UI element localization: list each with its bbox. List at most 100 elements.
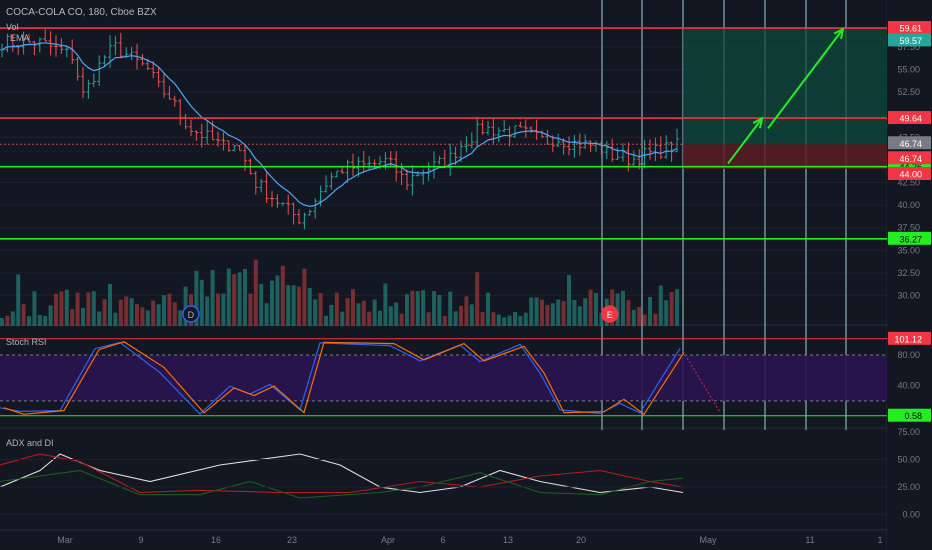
volume-bar <box>453 311 458 326</box>
volume-bar <box>205 296 210 326</box>
arrow-shaft <box>727 117 763 165</box>
price-tick: 40.00 <box>897 200 920 210</box>
volume-bar <box>637 307 642 326</box>
volume-bar <box>124 296 129 326</box>
volume-bar <box>302 268 307 326</box>
volume-bar <box>226 268 231 326</box>
adx-pane <box>0 453 887 515</box>
stoch-tick: 80.00 <box>897 350 920 360</box>
volume-bar <box>70 309 75 326</box>
price-tick: 30.00 <box>897 290 920 300</box>
volume-bar <box>275 275 280 326</box>
volume-bar <box>405 294 409 326</box>
volume-bar <box>410 290 415 326</box>
stoch-tick: 40.00 <box>897 381 920 391</box>
ema-path <box>1 42 678 208</box>
horizontal-levels[interactable] <box>0 27 887 240</box>
volume-bar <box>108 283 112 326</box>
position-tool[interactable] <box>683 28 887 169</box>
volume-bar <box>378 310 382 326</box>
volume-bar <box>167 293 172 326</box>
volume-bar <box>248 293 253 326</box>
level-badge: 36.27 <box>899 234 922 244</box>
volume-bar <box>232 274 237 326</box>
target-badge: 59.57 <box>899 36 922 46</box>
volume-bar <box>442 315 447 326</box>
volume-bar <box>0 317 4 326</box>
volume-bar <box>253 259 258 326</box>
volume-bar <box>27 316 31 326</box>
projection-arrows[interactable] <box>727 27 845 165</box>
target-badge-bg <box>888 33 931 47</box>
volume-bar <box>356 303 361 326</box>
volume-bar <box>210 270 215 326</box>
last-price-badge-bg <box>888 151 931 165</box>
volume-bar <box>583 298 588 326</box>
di-minus-line <box>0 453 684 494</box>
volume-bar <box>658 285 663 326</box>
volume-bar <box>97 311 102 326</box>
event-marker <box>182 305 200 323</box>
volume-bar <box>313 299 318 326</box>
volume-bar <box>415 291 420 326</box>
price-tick: 55.00 <box>897 65 920 75</box>
volume-bar <box>59 291 64 326</box>
time-tick: 11 <box>805 535 814 545</box>
volume-bar <box>550 303 555 326</box>
stop-badge: 44.00 <box>899 170 922 180</box>
volume-bar <box>102 299 107 326</box>
volume-bar <box>264 303 269 326</box>
volume-bar <box>259 284 264 326</box>
volume-bar <box>194 270 199 326</box>
volume-bar <box>221 293 226 326</box>
price-tick: 37.50 <box>897 223 920 233</box>
level-badge-bg <box>888 111 931 125</box>
arrow-head <box>752 116 764 129</box>
volume-bar <box>43 315 48 326</box>
volume-bar <box>183 286 188 326</box>
stoch-k-line <box>0 341 681 415</box>
volume-bar <box>669 292 674 326</box>
price-axis: 57.5055.0052.5050.0047.5042.5040.0037.50… <box>887 0 932 550</box>
volume-bar <box>491 312 496 326</box>
entry-badge: 46.74 <box>899 139 922 149</box>
volume-bar <box>475 272 480 326</box>
volume-bar <box>545 305 550 326</box>
vol-label: Vol <box>6 22 19 32</box>
time-axis: Mar 9 16 23 Apr 6 13 20 May 11 1 <box>57 535 882 545</box>
volume-bar <box>588 289 593 326</box>
time-tick: 13 <box>503 535 513 545</box>
volume-bar <box>340 311 345 326</box>
volume-bar <box>140 307 145 326</box>
stoch-rsi-pane <box>0 338 887 417</box>
volume-bar <box>318 293 323 326</box>
level-badge: 49.64 <box>899 114 922 124</box>
volume-bar <box>351 289 355 326</box>
volume-bar <box>151 300 156 326</box>
adx-label: ADX and DI <box>6 438 54 448</box>
volume-bar <box>135 304 139 326</box>
price-tick: 52.50 <box>897 87 920 97</box>
volume-bar <box>118 299 123 326</box>
volume-bar <box>572 299 577 326</box>
level-badge: 59.61 <box>899 24 922 34</box>
volume-bar <box>91 291 96 326</box>
level-badge-bg <box>888 21 931 35</box>
volume-bar <box>199 279 204 326</box>
ema-label: EMA <box>10 33 30 43</box>
event-label: E <box>607 310 613 320</box>
volume-bar <box>286 285 291 326</box>
volume-bar <box>216 293 220 326</box>
price-tick: 42.50 <box>897 178 920 188</box>
adx-tick: 25.00 <box>897 482 920 492</box>
volume-bar <box>518 315 523 326</box>
volume-bar <box>81 307 85 326</box>
time-tick: 23 <box>287 535 297 545</box>
volume-bar <box>599 312 604 326</box>
arrow-head <box>833 27 845 40</box>
volume-bar <box>324 315 328 326</box>
time-tick: 9 <box>138 535 143 545</box>
adx-tick: 0.00 <box>902 510 920 520</box>
